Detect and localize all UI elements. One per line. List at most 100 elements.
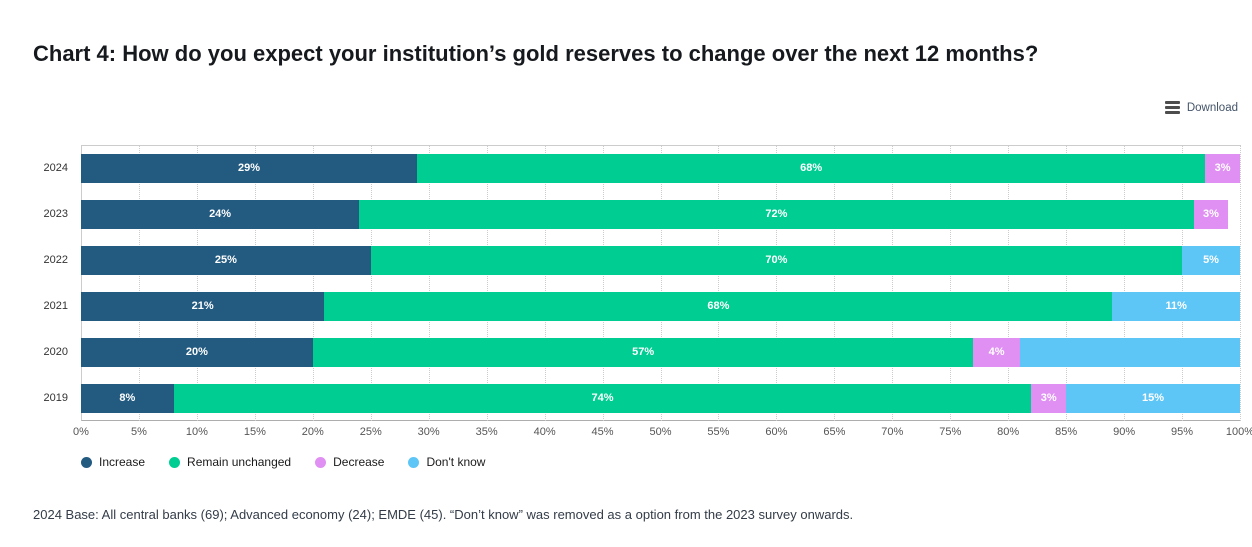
gridline (1240, 145, 1241, 422)
x-axis-tick-label: 35% (475, 426, 498, 439)
x-axis-tick-label: 20% (301, 426, 324, 439)
gridline (1008, 145, 1010, 422)
gridline (370, 145, 372, 422)
bar-segment-decrease[interactable]: 4% (973, 337, 1020, 367)
bar-segment-remain-unchanged[interactable]: 72% (359, 199, 1194, 229)
bar-segment-remain-unchanged[interactable]: 68% (324, 291, 1113, 321)
x-axis-tick-label: 55% (707, 426, 730, 439)
x-axis-tick-label: 45% (591, 426, 614, 439)
legend-swatch-remain-unchanged (169, 456, 181, 468)
bar-value-label: 24% (209, 208, 232, 221)
bar-value-label: 8% (119, 392, 136, 405)
x-axis-tick-label: 40% (533, 426, 556, 439)
gridline (312, 145, 314, 422)
gridline (428, 145, 430, 422)
bar-track: 8% 74% 3% 15% (81, 383, 1240, 413)
grid-layer (81, 145, 1241, 422)
x-axis-tick-label: 90% (1113, 426, 1136, 439)
legend-item-increase[interactable]: Increase (81, 455, 145, 469)
x-axis-tick-label: 100% (1225, 426, 1252, 439)
bar-segment-increase[interactable]: 21% (81, 291, 325, 321)
bar-value-label: 20% (185, 346, 208, 359)
bar-segment-increase[interactable]: 29% (81, 153, 418, 183)
x-axis-tick-label: 65% (823, 426, 846, 439)
bar-value-label: 25% (214, 254, 237, 267)
bar-segment-increase[interactable]: 20% (81, 337, 313, 367)
y-axis-label: 2021 (43, 300, 68, 313)
gridline (544, 145, 546, 422)
plot-area: 2024 29% 68% 3% 2023 24% 72% 3% 2022 25% 70% 5% 2021… (33, 145, 1241, 422)
bar-value-label: 3% (1040, 392, 1057, 405)
legend-label: Decrease (333, 455, 385, 470)
y-axis-label: 2024 (43, 162, 68, 175)
download-button[interactable]: Download (1164, 101, 1238, 114)
legend-label: Increase (99, 455, 146, 470)
x-axis-tick-label: 15% (243, 426, 266, 439)
legend-item-remain-unchanged[interactable]: Remain unchanged (169, 455, 291, 469)
y-axis-label: 2023 (43, 208, 68, 221)
gridline (1066, 145, 1068, 422)
bar-value-label: 15% (1142, 392, 1165, 405)
bar-segment-increase[interactable]: 24% (81, 199, 360, 229)
legend-item-don-t-know[interactable]: Don't know (408, 455, 485, 469)
bar-segment-remain-unchanged[interactable]: 57% (312, 337, 974, 367)
x-axis-tick-label: 75% (939, 426, 962, 439)
gridline (254, 145, 256, 422)
gridline (196, 145, 198, 422)
legend-swatch-don-t-know (408, 456, 420, 468)
gridline (776, 145, 778, 422)
bar-segment-remain-unchanged[interactable]: 68% (417, 153, 1206, 183)
legend-label: Remain unchanged (187, 455, 292, 470)
download-label: Download (1186, 101, 1238, 114)
y-axis-label: 2020 (43, 346, 68, 359)
bar-value-label: 72% (765, 208, 788, 221)
x-axis-tick-label: 50% (649, 426, 672, 439)
bar-rows: 2024 29% 68% 3% 2023 24% 72% 3% 2022 25% 70% 5% 2021… (33, 145, 1240, 421)
gridline (602, 145, 604, 422)
bar-row: 2019 8% 74% 3% 15% (33, 375, 1240, 421)
y-axis-label: 2022 (43, 254, 68, 267)
page-title: Chart 4: How do you expect your institut… (33, 41, 1039, 66)
bar-segment-decrease[interactable]: 3% (1193, 199, 1229, 229)
bar-value-label: 29% (238, 162, 261, 175)
x-axis: 0% 5% 10% 15% 20% 25% 30% 35% 40% 45% 50% 55% 60% 65%… (73, 426, 1252, 441)
bar-segment-increase[interactable]: 8% (81, 383, 174, 413)
bar-segment-increase[interactable]: 25% (81, 245, 371, 275)
legend-item-decrease[interactable]: Decrease (315, 455, 384, 469)
bar-row: 2024 29% 68% 3% (33, 145, 1240, 191)
gridline (660, 145, 662, 422)
bar-value-label: 21% (191, 300, 214, 313)
x-axis-tick-label: 70% (881, 426, 904, 439)
bar-value-label: 70% (765, 254, 788, 267)
bar-segment-decrease[interactable]: 3% (1031, 383, 1067, 413)
x-axis-tick-label: 30% (417, 426, 440, 439)
bar-row: 2021 21% 68% 11% (33, 283, 1240, 329)
bar-value-label: 68% (707, 300, 730, 313)
legend-swatch-decrease (315, 456, 327, 468)
bar-track: 21% 68% 11% (81, 291, 1240, 321)
bar-segment-remain-unchanged[interactable]: 74% (173, 383, 1032, 413)
bar-segment-don-t-know[interactable]: 5% (1182, 245, 1240, 275)
bar-segment-decrease[interactable]: 3% (1205, 153, 1240, 183)
bar-value-label: 5% (1203, 254, 1219, 267)
bar-segment-remain-unchanged[interactable]: 70% (370, 245, 1183, 275)
bar-row: 2023 24% 72% 3% (33, 191, 1240, 237)
bar-value-label: 4% (988, 346, 1005, 359)
y-axis-label: 2019 (43, 392, 68, 405)
gridline (138, 145, 140, 422)
gridline (1124, 145, 1126, 422)
footnote: 2024 Base: All central banks (69); Advan… (33, 507, 854, 523)
gridline (1182, 145, 1184, 422)
x-axis-tick-label: 25% (359, 426, 382, 439)
bar-segment-don-t-know[interactable] (1019, 337, 1240, 367)
bar-track: 29% 68% 3% (81, 153, 1240, 183)
stacked-bar-chart: 2024 29% 68% 3% 2023 24% 72% 3% 2022 25% 70% 5% 2021… (33, 145, 1252, 469)
bar-row: 2022 25% 70% 5% (33, 237, 1240, 283)
legend-label: Don't know (426, 455, 486, 470)
gridline (834, 145, 836, 422)
gridline (718, 145, 720, 422)
gridline (892, 145, 894, 422)
bar-segment-don-t-know[interactable]: 15% (1066, 383, 1240, 413)
bar-track: 24% 72% 3% (81, 199, 1240, 229)
bar-segment-don-t-know[interactable]: 11% (1112, 291, 1240, 321)
